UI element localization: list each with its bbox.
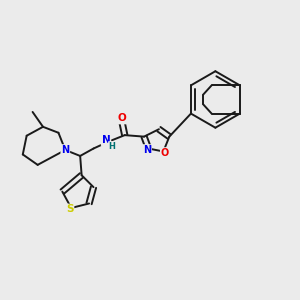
Text: N: N xyxy=(61,145,69,155)
Text: O: O xyxy=(117,113,126,124)
Text: N: N xyxy=(102,135,110,145)
Text: N: N xyxy=(143,145,151,155)
Text: S: S xyxy=(66,204,74,214)
Text: O: O xyxy=(161,148,169,158)
Text: H: H xyxy=(109,142,116,151)
